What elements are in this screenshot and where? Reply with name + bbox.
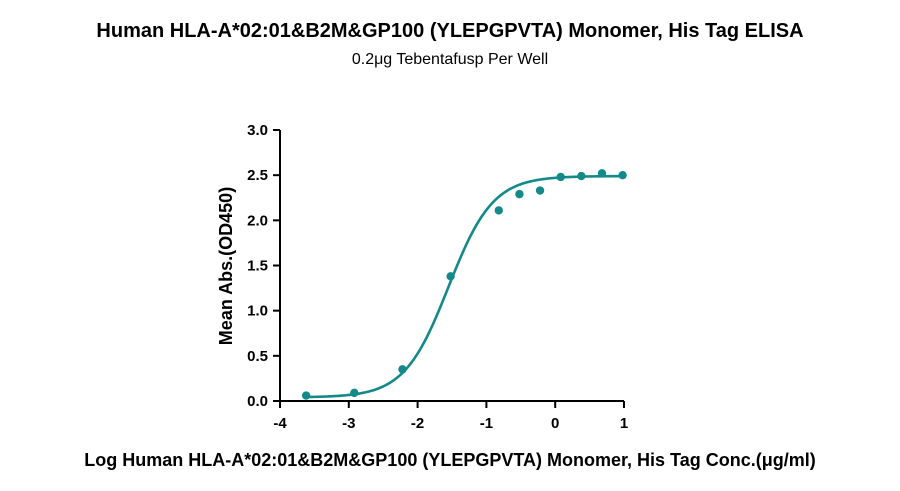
data-point (535, 186, 545, 195)
x-tick-label: -1 (480, 415, 493, 432)
data-point (301, 391, 311, 400)
y-tick-label: 2.0 (247, 212, 268, 229)
y-axis-title: Mean Abs.(OD450) (216, 187, 236, 345)
y-tick-label: 3.0 (247, 122, 268, 139)
data-point (398, 365, 407, 374)
y-tick-label: 1.5 (247, 258, 268, 275)
y-tick-label: 0.5 (247, 348, 268, 365)
y-tick-label: 0.0 (247, 393, 268, 410)
x-tick-label: -2 (411, 415, 424, 432)
axes: 0.0 0.5 1.0 1.5 2.0 2.5 3.0 -4 -3 -2 -1 0 1 (247, 122, 628, 432)
fit-curve-layer (306, 174, 623, 399)
data-points-layer (301, 169, 627, 400)
x-tick-label: -3 (342, 415, 355, 432)
x-tick-label: -4 (273, 415, 287, 432)
x-axis-title: Log Human HLA-A*02:01&B2M&GP100 (YLEPGPV… (84, 450, 815, 470)
data-point (350, 388, 359, 398)
x-tick-label: 0 (551, 415, 559, 432)
fit-curve (306, 174, 623, 399)
chart-subtitle: 0.2μg Tebentafusp Per Well (351, 51, 549, 68)
y-tick-label: 1.0 (247, 303, 268, 320)
chart-title: Human HLA-A*02:01&B2M&GP100 (YLEPGPVTA) … (96, 20, 804, 42)
data-point (597, 169, 607, 178)
y-tick-label: 2.5 (247, 167, 268, 184)
data-point (494, 206, 503, 215)
x-tick-label: 1 (620, 415, 628, 432)
data-point (577, 171, 586, 181)
data-point (556, 172, 565, 182)
data-point (446, 272, 455, 281)
data-point (618, 170, 627, 180)
data-point (515, 189, 524, 199)
